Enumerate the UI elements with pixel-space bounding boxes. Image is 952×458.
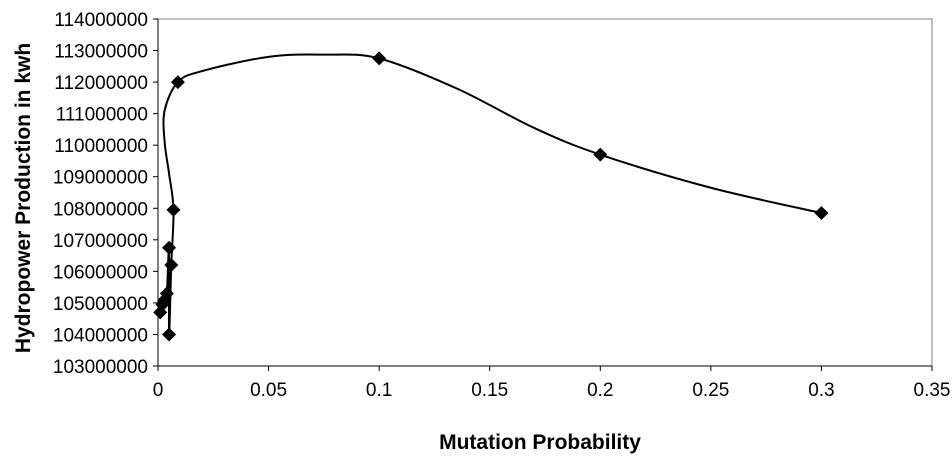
y-tick-label: 113000000 (54, 42, 148, 63)
x-tick-label: 0.2 (587, 380, 613, 401)
y-tick-label: 105000000 (53, 294, 148, 315)
data-point (159, 286, 174, 301)
y-tick-label: 111000000 (56, 105, 148, 126)
data-point (814, 206, 829, 221)
data-point (162, 240, 177, 255)
y-tick-label: 110000000 (54, 136, 148, 157)
y-axis-title: Hydropower Production in kwh (12, 43, 35, 353)
data-point (170, 75, 185, 90)
data-point (593, 147, 608, 162)
x-tick-label: 0.1 (366, 380, 392, 401)
x-tick-label: 0 (153, 380, 164, 401)
x-tick-label: 0.15 (471, 380, 508, 401)
y-tick-label: 114000000 (54, 10, 148, 31)
x-axis-title: Mutation Probability (439, 431, 641, 454)
x-tick-label: 0.05 (250, 380, 287, 401)
data-point (372, 51, 387, 66)
y-tick-label: 108000000 (53, 199, 148, 220)
data-point (166, 202, 181, 217)
x-tick-label: 0.35 (914, 380, 951, 401)
x-tick-label: 0.25 (692, 380, 729, 401)
data-point (162, 327, 177, 342)
x-tick-label: 0.3 (808, 380, 834, 401)
data-point (164, 258, 179, 273)
y-tick-label: 104000000 (53, 325, 148, 346)
y-tick-label: 109000000 (53, 168, 148, 189)
y-tick-label: 103000000 (53, 357, 148, 378)
plot-area-border (157, 18, 933, 367)
series-line (159, 53, 822, 336)
y-tick-label: 106000000 (53, 262, 148, 283)
y-tick-label: 107000000 (53, 231, 148, 252)
y-tick-label: 112000000 (54, 73, 148, 94)
